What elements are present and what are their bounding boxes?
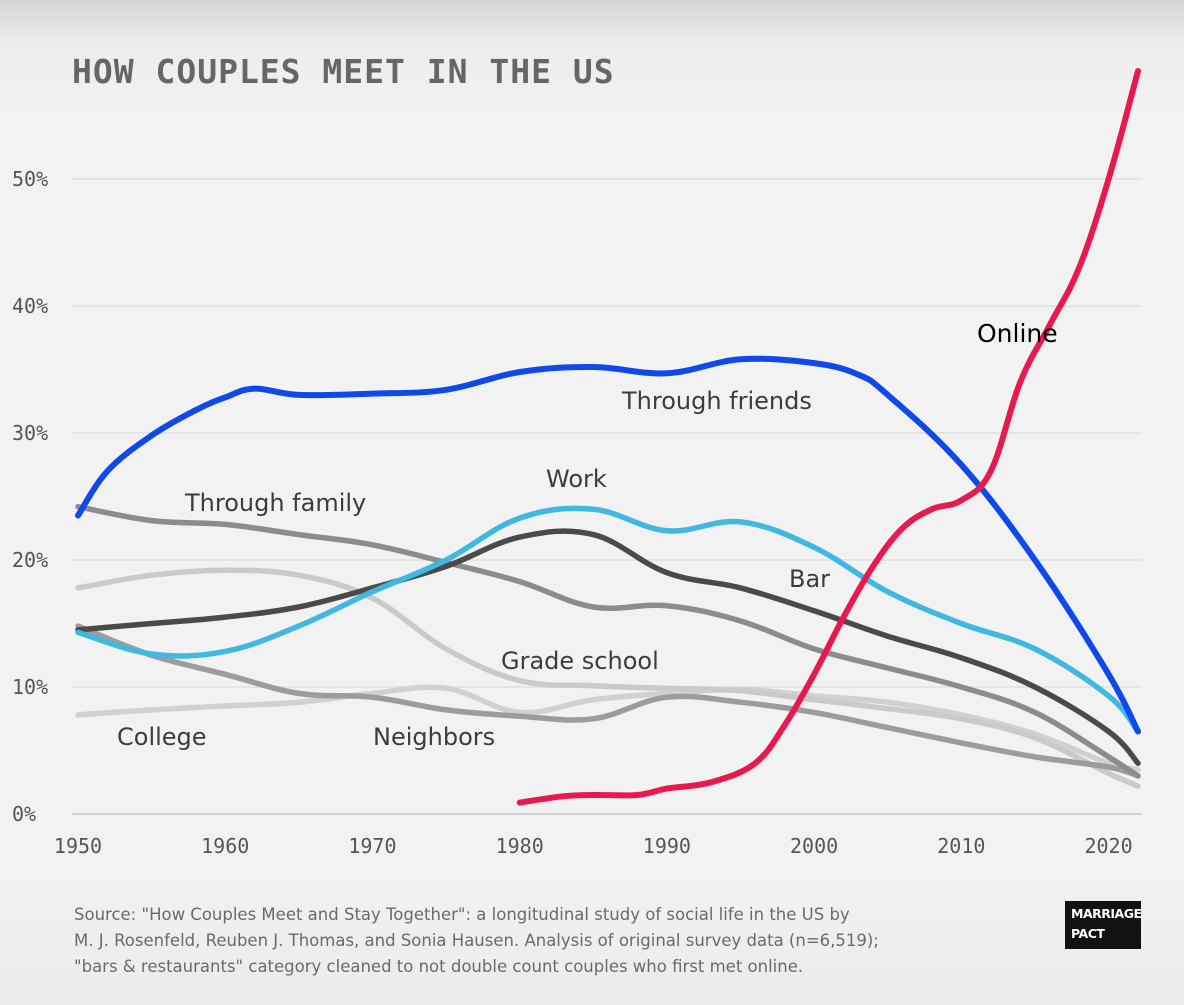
y-tick-label: 40% [12,294,48,318]
logo-line-2: PACT [1071,926,1105,941]
series-label-family: Through family [184,489,366,517]
series-label-grade_school: Grade school [501,647,659,675]
x-tick-label: 1970 [348,834,396,858]
series-line-neighbors [75,623,1141,779]
x-tick-label: 2020 [1084,834,1132,858]
source-line-3: "bars & restaurants" category cleaned to… [74,957,804,976]
axis-ticks: 0% 10% 20% 30% 40% 50% 1950 1960 1970 1980 1990 200… [12,167,1133,858]
source-line-1: Source: "How Couples Meet and Stay Toget… [74,905,850,924]
logo-line-1: MARRIAGE [1071,906,1142,921]
source-note: Source: "How Couples Meet and Stay Toget… [74,902,1034,980]
series-line-online [516,68,1141,806]
series-lines [75,68,1141,806]
series-line-bar [75,528,1141,766]
series-label-neighbors: Neighbors [373,723,495,751]
series-line-grade_school [75,567,1141,789]
series-line-work [75,505,1141,735]
x-tick-label: 1950 [54,834,102,858]
series-labels: College Grade school Neighbors Through fami… [117,319,1058,751]
marriage-pact-logo: MARRIAGE PACT [1065,901,1142,949]
x-tick-label: 1980 [496,834,544,858]
x-tick-label: 1960 [201,834,249,858]
series-line-college [75,684,1141,773]
series-line-friends [75,355,1141,735]
y-tick-label: 20% [12,548,48,572]
series-line-family [75,503,1141,779]
y-tick-label: 30% [12,421,48,445]
x-tick-label: 1990 [643,834,691,858]
series-label-online: Online [977,319,1058,348]
y-tick-label: 10% [12,675,48,699]
y-tick-label: 0% [12,802,36,826]
chart-title: HOW COUPLES MEET IN THE US [72,52,615,91]
series-label-college: College [117,723,207,751]
y-tick-label: 50% [12,167,48,191]
x-tick-label: 2000 [790,834,838,858]
series-label-work: Work [546,465,607,493]
series-label-bar: Bar [789,565,830,593]
x-tick-label: 2010 [937,834,985,858]
source-line-2: M. J. Rosenfeld, Reuben J. Thomas, and S… [74,931,879,950]
series-label-friends: Through friends [621,387,812,415]
